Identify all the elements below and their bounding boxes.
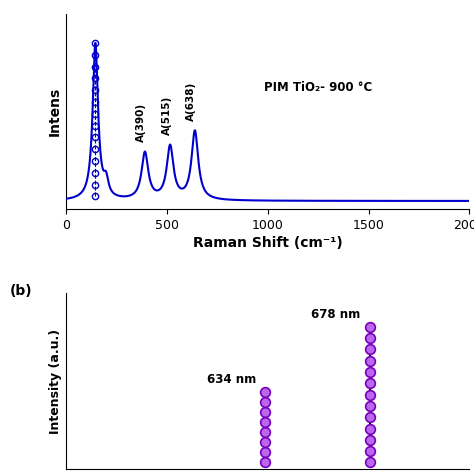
Text: A(390): A(390) xyxy=(137,103,146,142)
Text: A(515): A(515) xyxy=(162,96,172,135)
Y-axis label: Intens: Intens xyxy=(48,87,62,137)
X-axis label: Raman Shift (cm⁻¹): Raman Shift (cm⁻¹) xyxy=(193,236,343,250)
Text: 634 nm: 634 nm xyxy=(207,374,256,386)
Text: 678 nm: 678 nm xyxy=(311,308,360,321)
Text: (b): (b) xyxy=(10,284,33,298)
Y-axis label: Intensity (a.u.): Intensity (a.u.) xyxy=(49,328,62,434)
Text: A(638): A(638) xyxy=(186,82,196,121)
Text: PIM TiO₂- 900 °C: PIM TiO₂- 900 °C xyxy=(264,81,372,94)
